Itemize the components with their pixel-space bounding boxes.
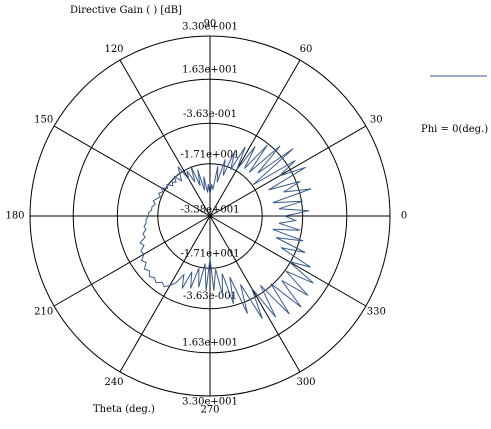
- radial-tick-label: -3.63e-001: [183, 109, 237, 120]
- grid-spoke: [53, 215, 211, 307]
- angle-tick-label: 270: [200, 405, 219, 416]
- angle-tick-label: 30: [370, 115, 383, 126]
- angle-tick-label: 120: [104, 44, 123, 55]
- legend-label: Phi = 0(deg.): [421, 124, 489, 135]
- angle-tick-label: 90: [204, 19, 217, 30]
- grid-spoke: [53, 125, 211, 217]
- chart-title: Directive Gain ( ) [dB]: [70, 5, 182, 16]
- grid-spoke: [209, 59, 301, 217]
- angle-tick-label: 330: [367, 307, 386, 318]
- angle-tick-label: 150: [34, 115, 53, 126]
- angle-tick-label: 240: [104, 377, 123, 388]
- angle-tick-label: 210: [34, 307, 53, 318]
- radial-tick-label: 3.30e+001: [182, 22, 238, 33]
- x-axis-label: Theta (deg.): [93, 404, 155, 415]
- radial-tick-label: -1.71e+001: [180, 249, 239, 260]
- series-line: [139, 144, 314, 320]
- grid-spoke: [119, 215, 211, 373]
- angle-tick-label: 180: [5, 211, 24, 222]
- grid-spoke: [119, 59, 211, 217]
- radial-tick-label: 1.63e+001: [182, 337, 238, 348]
- grid-spoke: [209, 215, 367, 307]
- grid-spoke: [209, 125, 367, 217]
- radial-tick-label: -3.63e-001: [183, 291, 237, 302]
- angle-tick-label: 60: [300, 44, 313, 55]
- radial-tick-label: -1.71e+001: [180, 149, 239, 160]
- grid-spoke: [209, 215, 301, 373]
- radial-tick-label: 3.30e+001: [182, 397, 238, 408]
- radial-tick-label: 1.63e+001: [182, 65, 238, 76]
- angle-tick-label: 300: [296, 377, 315, 388]
- radial-tick-label-center: -3.38e+001: [180, 205, 239, 216]
- angle-tick-label: 0: [401, 211, 407, 222]
